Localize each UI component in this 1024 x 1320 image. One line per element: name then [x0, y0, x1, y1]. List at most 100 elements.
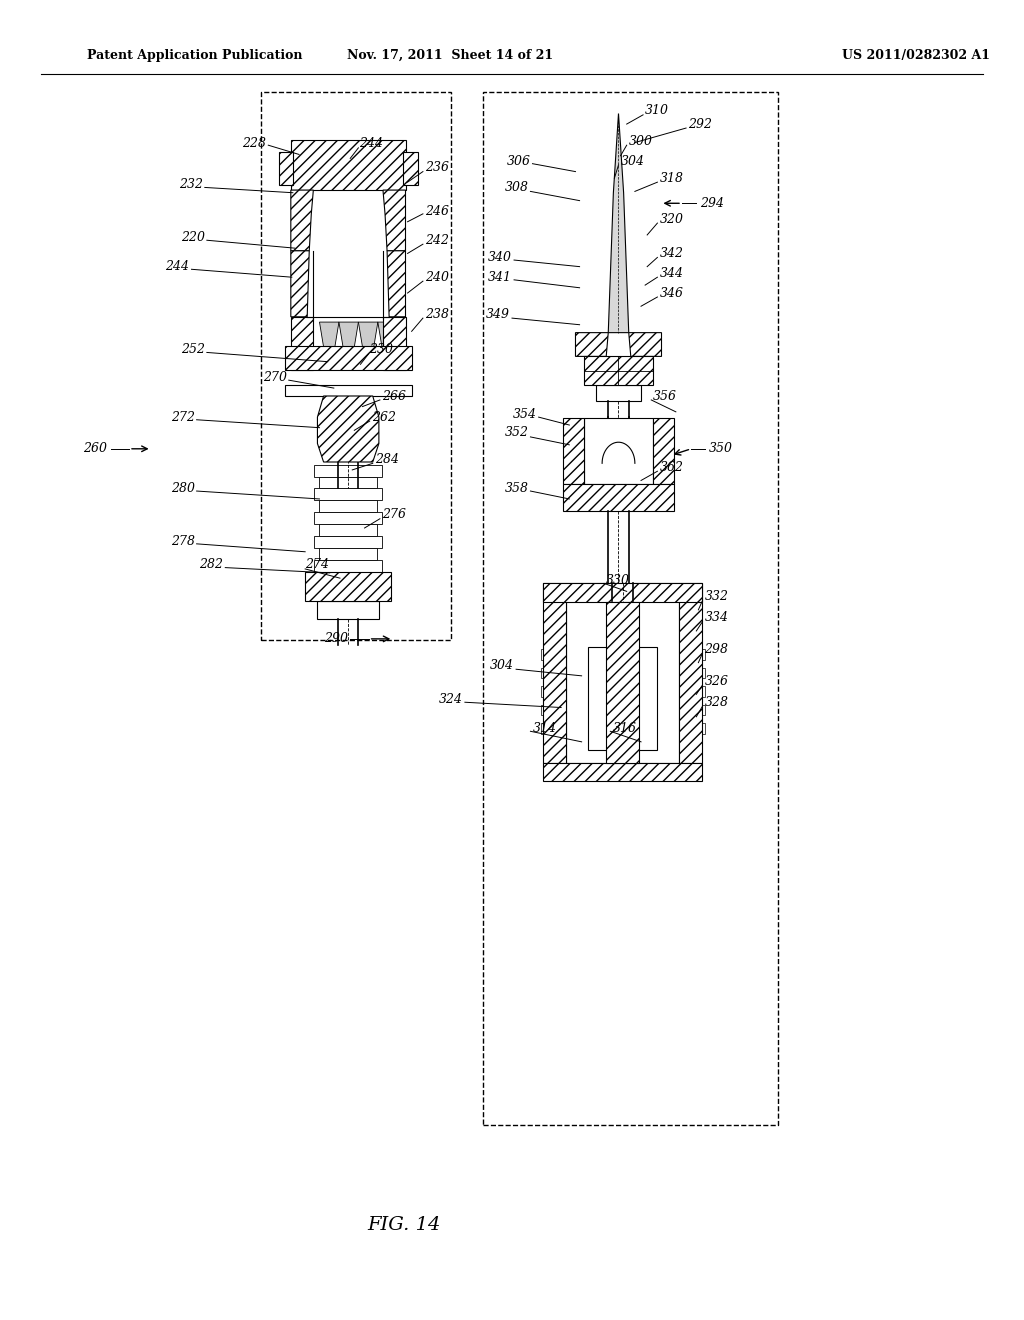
Polygon shape: [629, 333, 662, 356]
Bar: [541, 649, 566, 660]
Polygon shape: [606, 602, 639, 763]
Bar: [541, 668, 566, 678]
Text: 280: 280: [171, 482, 195, 495]
Text: 320: 320: [659, 213, 683, 226]
Bar: [679, 668, 705, 678]
Text: 230: 230: [369, 343, 392, 356]
Text: 326: 326: [705, 675, 728, 688]
Polygon shape: [291, 317, 313, 370]
Text: 340: 340: [488, 251, 512, 264]
Text: 300: 300: [629, 135, 652, 148]
Polygon shape: [378, 322, 397, 366]
Bar: [541, 686, 566, 697]
Polygon shape: [543, 583, 702, 602]
Text: 356: 356: [653, 389, 677, 403]
Bar: [541, 723, 566, 734]
Bar: [319, 524, 377, 536]
Text: 344: 344: [659, 267, 683, 280]
Bar: [403, 152, 418, 185]
Text: 220: 220: [181, 231, 205, 244]
Text: 354: 354: [513, 408, 537, 421]
Text: 332: 332: [705, 590, 728, 603]
Polygon shape: [383, 317, 406, 370]
Text: 282: 282: [200, 558, 223, 572]
Polygon shape: [653, 418, 674, 484]
Polygon shape: [319, 322, 339, 366]
Text: 292: 292: [688, 117, 712, 131]
Text: 246: 246: [425, 205, 449, 218]
Text: 266: 266: [382, 389, 406, 403]
Text: 310: 310: [645, 104, 669, 117]
Bar: [319, 548, 377, 560]
Bar: [483, 92, 778, 1125]
Bar: [588, 647, 657, 750]
Text: 352: 352: [505, 426, 528, 440]
Bar: [314, 465, 382, 477]
Polygon shape: [563, 418, 584, 484]
Bar: [319, 477, 377, 488]
Polygon shape: [291, 190, 313, 251]
Text: 284: 284: [375, 453, 398, 466]
Bar: [584, 356, 653, 385]
Text: 341: 341: [488, 271, 512, 284]
Bar: [314, 536, 382, 548]
Text: 314: 314: [532, 722, 556, 735]
Text: 318: 318: [659, 172, 683, 185]
Bar: [314, 560, 382, 572]
Text: 349: 349: [486, 308, 510, 321]
Text: 306: 306: [507, 154, 530, 168]
Bar: [305, 572, 391, 601]
Polygon shape: [543, 583, 566, 763]
Text: 274: 274: [305, 558, 329, 572]
Polygon shape: [339, 322, 358, 366]
Text: 272: 272: [171, 411, 195, 424]
Polygon shape: [317, 396, 379, 462]
Bar: [679, 723, 705, 734]
Text: 232: 232: [179, 178, 203, 191]
Text: 304: 304: [490, 659, 514, 672]
Polygon shape: [608, 114, 629, 333]
Bar: [317, 601, 379, 619]
Text: 270: 270: [263, 371, 287, 384]
Text: 324: 324: [439, 693, 463, 706]
Text: 252: 252: [181, 343, 205, 356]
Bar: [679, 705, 705, 715]
Text: 342: 342: [659, 247, 683, 260]
Text: 238: 238: [425, 308, 449, 321]
Text: 308: 308: [505, 181, 528, 194]
Polygon shape: [543, 763, 702, 781]
Bar: [596, 385, 641, 401]
Text: 304: 304: [621, 154, 644, 168]
Bar: [679, 686, 705, 697]
Polygon shape: [358, 322, 378, 366]
Text: 328: 328: [705, 696, 728, 709]
Text: 294: 294: [700, 197, 724, 210]
Text: 290: 290: [325, 632, 348, 645]
Bar: [566, 583, 679, 763]
Bar: [285, 385, 412, 396]
Text: 330: 330: [606, 574, 630, 587]
Text: 262: 262: [372, 411, 395, 424]
Polygon shape: [563, 484, 674, 511]
Polygon shape: [679, 583, 702, 763]
Text: 278: 278: [171, 535, 195, 548]
Bar: [679, 649, 705, 660]
Polygon shape: [328, 399, 369, 459]
Polygon shape: [387, 251, 406, 317]
Text: 244: 244: [359, 137, 383, 150]
Text: 260: 260: [84, 442, 108, 455]
Bar: [279, 152, 293, 185]
Bar: [314, 512, 382, 524]
Bar: [291, 140, 406, 190]
Text: 362: 362: [659, 461, 683, 474]
Text: 346: 346: [659, 286, 683, 300]
Text: 334: 334: [705, 611, 728, 624]
Text: Patent Application Publication: Patent Application Publication: [87, 49, 302, 62]
Polygon shape: [291, 251, 309, 317]
Text: 236: 236: [425, 161, 449, 174]
Text: 242: 242: [425, 234, 449, 247]
Text: 276: 276: [382, 508, 406, 521]
Bar: [261, 92, 451, 640]
Bar: [314, 488, 382, 500]
Polygon shape: [575, 333, 608, 356]
